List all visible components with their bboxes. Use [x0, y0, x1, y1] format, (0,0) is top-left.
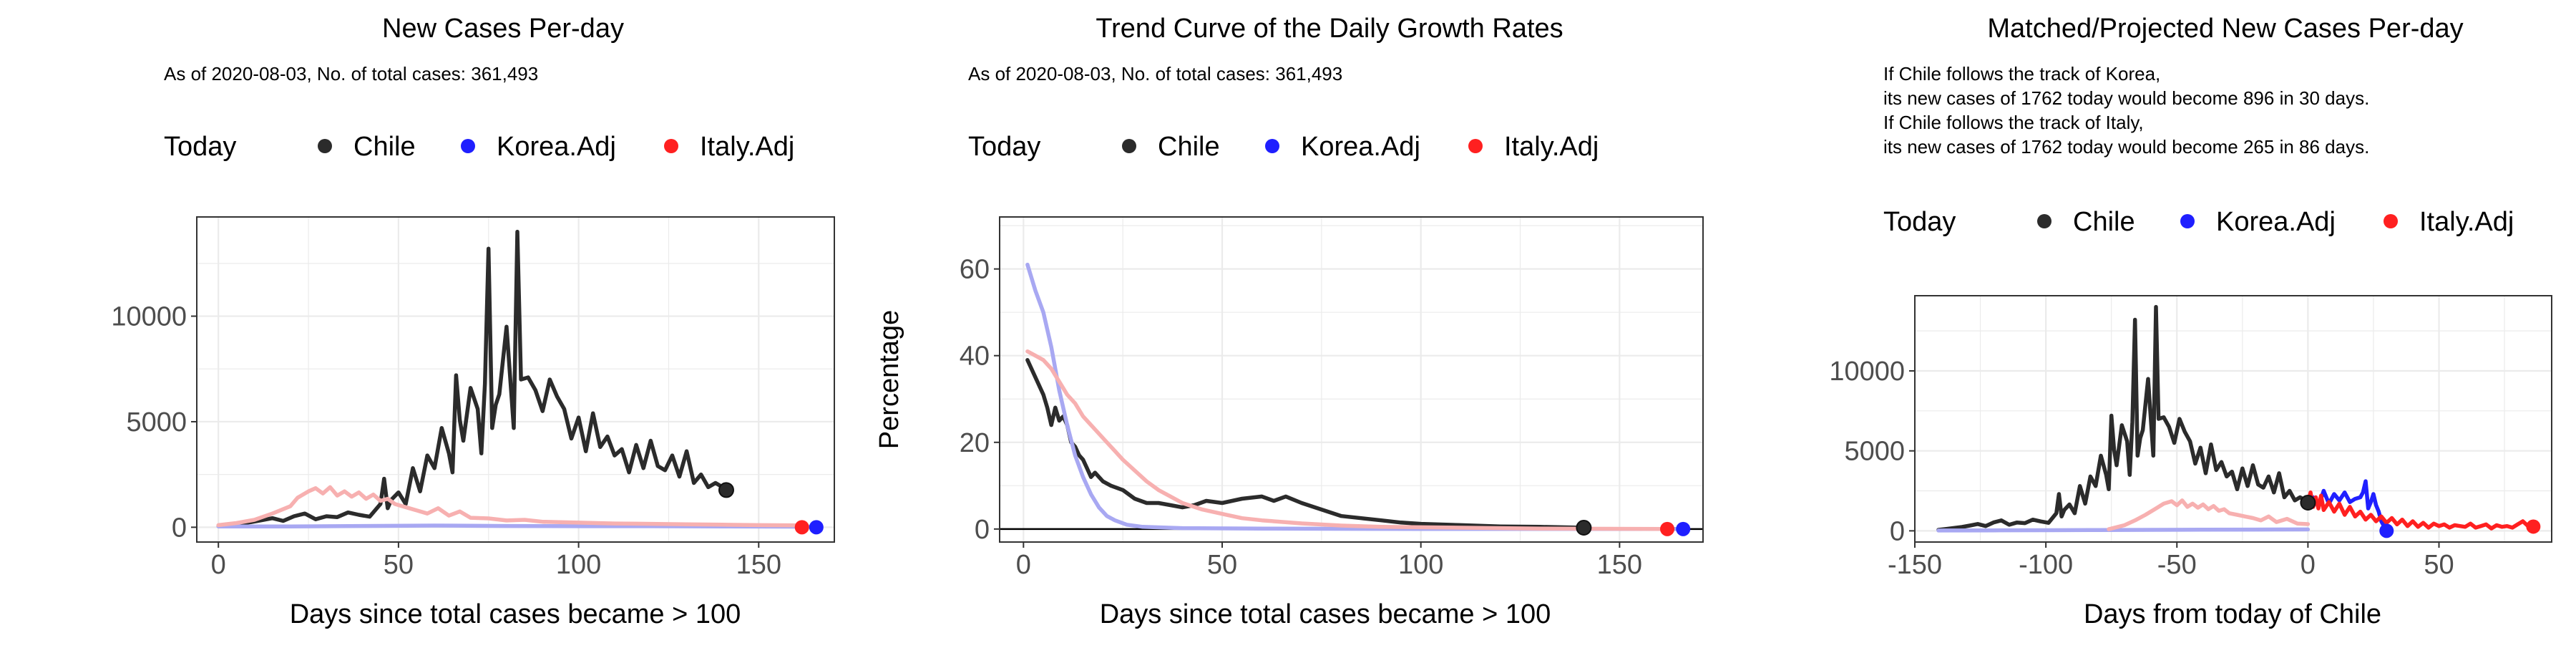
- today-point: [809, 520, 824, 535]
- series-line: [1025, 262, 1685, 531]
- plot-border: [1914, 295, 2552, 543]
- legend-marker-korea: [461, 139, 475, 153]
- panel-projected: Matched/Projected New Cases Per-day If C…: [1717, 0, 2576, 644]
- y-tick-label: 10000: [1829, 357, 1905, 387]
- legend-label-korea: Korea.Adj: [497, 132, 616, 162]
- legend-label-korea: Korea.Adj: [1301, 132, 1420, 162]
- legend-marker-chile: [1122, 139, 1136, 153]
- chart-projected: Matched/Projected New Cases Per-day If C…: [1829, 14, 2552, 629]
- legend: Today Chile Korea.Adj Italy.Adj: [968, 132, 1599, 162]
- x-tick-label: 150: [736, 550, 781, 580]
- panel-growth-rates: Trend Curve of the Daily Growth Rates As…: [859, 0, 1717, 644]
- subtitle-line: its new cases of 1762 today would become…: [1883, 87, 2369, 109]
- legend-title: Today: [1883, 207, 1956, 237]
- legend-marker-italy: [664, 139, 678, 153]
- x-tick-label: 0: [2301, 550, 2316, 580]
- plot-background: [1915, 296, 2552, 542]
- chart-title: New Cases Per-day: [382, 14, 624, 44]
- legend-marker-korea: [2180, 214, 2195, 228]
- today-point: [2300, 495, 2316, 511]
- x-tick-label: -50: [2157, 550, 2197, 580]
- plot-border: [196, 216, 835, 543]
- x-axis-label: Days since total cases became > 100: [290, 599, 741, 629]
- chart-growth-rates: Trend Curve of the Daily Growth Rates As…: [874, 14, 1704, 629]
- legend-label-chile: Chile: [1158, 132, 1220, 162]
- legend-label-chile: Chile: [2073, 207, 2135, 237]
- series-line: [1025, 358, 1586, 530]
- series-line: [1025, 349, 1669, 531]
- plot-area: -150 -100 -50 0 50 0 5000 10000: [1829, 295, 2552, 580]
- today-point: [718, 482, 734, 498]
- chart-subtitle: As of 2020-08-03, No. of total cases: 36…: [164, 63, 538, 84]
- series-line: [1936, 527, 2311, 533]
- legend-label-korea: Korea.Adj: [2216, 207, 2336, 237]
- y-tick-label: 0: [1890, 516, 1905, 546]
- y-tick-label: 40: [960, 342, 990, 372]
- x-tick-label: 0: [1016, 550, 1031, 580]
- series-line: [216, 485, 804, 528]
- today-point: [1660, 521, 1675, 536]
- plot-area: 0 50 100 150 0 20 40 60: [960, 216, 1704, 580]
- legend-marker-korea: [1265, 139, 1279, 153]
- legend-label-italy: Italy.Adj: [1504, 132, 1599, 162]
- today-point: [1676, 521, 1691, 536]
- legend-label-chile: Chile: [353, 132, 416, 162]
- y-tick-label: 20: [960, 428, 990, 458]
- legend-title: Today: [164, 132, 236, 162]
- y-axis-label: Percentage: [874, 310, 904, 449]
- x-tick-label: 50: [1207, 550, 1237, 580]
- chart-title: Trend Curve of the Daily Growth Rates: [1096, 14, 1563, 44]
- legend: Today Chile Korea.Adj Italy.Adj: [1883, 207, 2514, 237]
- x-axis-label: Days from today of Chile: [2084, 599, 2381, 629]
- legend-marker-chile: [2037, 214, 2051, 228]
- series-line: [2306, 490, 2536, 531]
- legend-marker-chile: [318, 139, 332, 153]
- series-line: [216, 229, 728, 528]
- plot-area: 0 50 100 150 0 5000 10000: [111, 216, 835, 580]
- legend: Today Chile Korea.Adj Italy.Adj: [164, 132, 794, 162]
- x-tick-label: 150: [1597, 550, 1642, 580]
- chart-subtitle: As of 2020-08-03, No. of total cases: 36…: [968, 63, 1342, 84]
- x-tick-label: 50: [384, 550, 414, 580]
- today-point: [794, 520, 809, 535]
- today-point: [2379, 523, 2394, 538]
- series-line: [2107, 498, 2311, 531]
- subtitle-line: If Chile follows the track of Italy,: [1883, 112, 2144, 133]
- x-axis-label: Days since total cases became > 100: [1100, 599, 1551, 629]
- subtitle-line: If Chile follows the track of Korea,: [1883, 63, 2160, 84]
- legend-title: Today: [968, 132, 1040, 162]
- y-tick-label: 10000: [111, 302, 187, 332]
- x-tick-label: 0: [211, 550, 226, 580]
- x-tick-label: 100: [1398, 550, 1443, 580]
- series-line: [1936, 304, 2311, 532]
- today-point: [1576, 520, 1592, 536]
- y-tick-label: 0: [172, 513, 187, 543]
- chart-title: Matched/Projected New Cases Per-day: [1987, 14, 2463, 44]
- y-tick-label: 5000: [126, 407, 187, 437]
- x-tick-label: -100: [2019, 550, 2073, 580]
- x-tick-label: -150: [1888, 550, 1942, 580]
- legend-label-italy: Italy.Adj: [700, 132, 794, 162]
- y-tick-label: 60: [960, 255, 990, 285]
- legend-marker-italy: [1468, 139, 1483, 153]
- subtitle-line: its new cases of 1762 today would become…: [1883, 136, 2369, 158]
- x-tick-label: 50: [2424, 550, 2454, 580]
- today-point: [2526, 519, 2541, 534]
- series-line: [2306, 479, 2389, 533]
- x-tick-label: 100: [556, 550, 601, 580]
- legend-label-italy: Italy.Adj: [2419, 207, 2514, 237]
- y-tick-label: 0: [975, 515, 990, 545]
- panel-new-cases: New Cases Per-day As of 2020-08-03, No. …: [0, 0, 859, 644]
- y-tick-label: 5000: [1844, 437, 1905, 467]
- chart-new-cases: New Cases Per-day As of 2020-08-03, No. …: [111, 14, 835, 629]
- legend-marker-italy: [2384, 214, 2398, 228]
- plot-border: [999, 216, 1704, 543]
- plot-background: [1000, 217, 1703, 542]
